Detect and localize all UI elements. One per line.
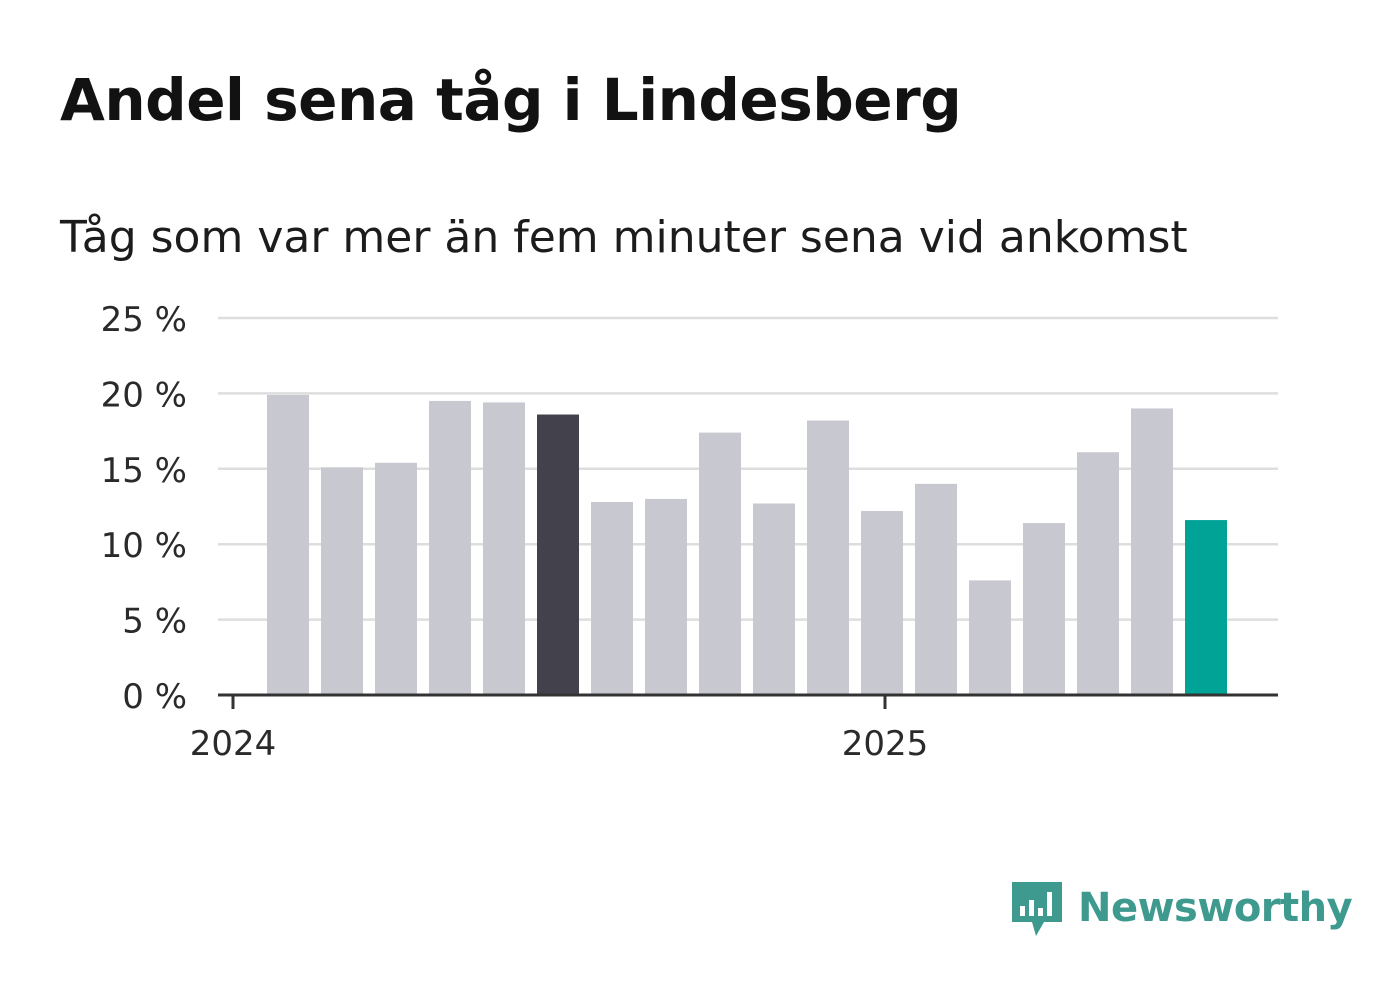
bar bbox=[375, 462, 417, 695]
x-tick-label: 2025 bbox=[842, 724, 929, 764]
newsworthy-logo: Newsworthy bbox=[1010, 878, 1353, 938]
bar bbox=[1131, 408, 1173, 695]
bar bbox=[1023, 523, 1065, 695]
y-tick-label: 15 % bbox=[101, 451, 187, 491]
bar bbox=[969, 580, 1011, 695]
chart-subtitle: Tåg som var mer än fem minuter sena vid … bbox=[60, 212, 1188, 263]
bar bbox=[537, 414, 579, 695]
bar bbox=[753, 503, 795, 695]
y-tick-label: 25 % bbox=[101, 300, 187, 340]
bar bbox=[807, 420, 849, 695]
bar bbox=[321, 467, 363, 695]
y-tick-label: 0 % bbox=[122, 677, 187, 717]
bar bbox=[1185, 520, 1227, 695]
bar bbox=[1077, 452, 1119, 695]
newsworthy-logo-icon bbox=[1012, 882, 1062, 936]
bar bbox=[699, 432, 741, 695]
chart-title: Andel sena tåg i Lindesberg bbox=[60, 66, 962, 134]
logo-text: Newsworthy bbox=[1078, 885, 1353, 931]
y-tick-label: 5 % bbox=[122, 602, 187, 642]
bar bbox=[591, 501, 633, 695]
bar bbox=[267, 394, 309, 695]
y-tick-label: 20 % bbox=[101, 375, 187, 415]
bar bbox=[483, 402, 525, 695]
bar bbox=[429, 400, 471, 695]
bar bbox=[915, 483, 957, 695]
x-tick-label: 2024 bbox=[190, 724, 277, 764]
y-tick-label: 10 % bbox=[101, 526, 187, 566]
bar bbox=[645, 498, 687, 695]
bar bbox=[861, 511, 903, 695]
